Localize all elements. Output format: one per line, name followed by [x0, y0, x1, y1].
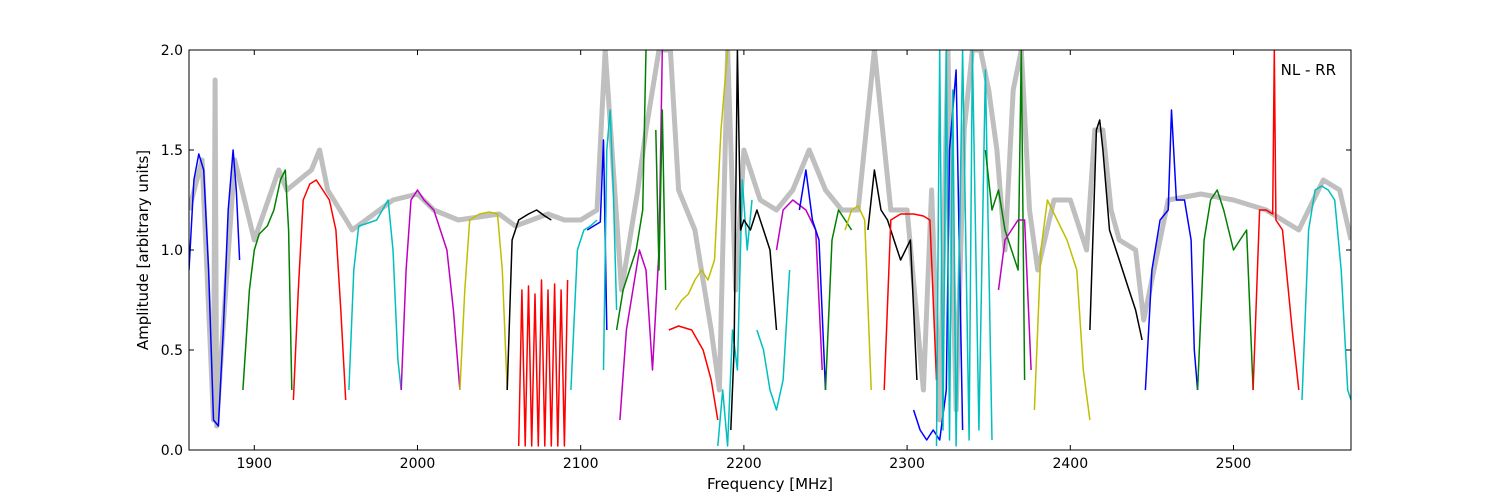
series-line-20 — [775, 199, 823, 371]
series-line-35 — [1301, 185, 1351, 401]
series-line-31 — [1089, 119, 1143, 341]
series-line-5 — [400, 189, 461, 391]
series-line-1 — [189, 149, 241, 427]
x-tick-label: 2300 — [889, 456, 925, 472]
y-tick-label: 1.0 — [161, 243, 183, 259]
background-series-line — [189, 50, 1351, 429]
series-line-10 — [586, 139, 608, 331]
series-line-27 — [935, 50, 993, 447]
x-tick-label: 2200 — [726, 456, 762, 472]
series-line-4 — [348, 199, 402, 391]
y-tick-label: 1.5 — [161, 143, 183, 159]
series-line-25 — [883, 213, 938, 391]
x-tick-label: 2100 — [563, 456, 599, 472]
y-tick-label: 0.0 — [161, 443, 183, 459]
series-line-28 — [984, 50, 1026, 381]
x-tick-label: 2500 — [1216, 456, 1252, 472]
x-tick-label: 1900 — [236, 456, 272, 472]
series-line-33 — [1196, 189, 1254, 391]
series-line-12 — [615, 50, 647, 331]
series-line-3 — [292, 179, 347, 401]
y-tick-label: 2.0 — [161, 43, 183, 59]
x-tick-label: 2400 — [1052, 456, 1088, 472]
series-line-32 — [1144, 109, 1199, 391]
y-tick-label: 0.5 — [161, 343, 183, 359]
series-line-11 — [602, 109, 618, 371]
x-tick-label: 2000 — [400, 456, 436, 472]
series-line-29 — [997, 219, 1032, 371]
series-line-30 — [1033, 199, 1091, 421]
series-line-7 — [506, 209, 552, 391]
series-line-8 — [517, 279, 569, 447]
series-line-14 — [655, 109, 667, 291]
series-line-2 — [242, 169, 293, 391]
series-line-9 — [570, 219, 598, 391]
series-line-15 — [668, 325, 719, 421]
series-line-23 — [844, 205, 872, 391]
series-line-34 — [1252, 50, 1300, 391]
series-line-13 — [619, 50, 664, 421]
y-axis-title: Amplitude [arbitrary units] — [134, 150, 152, 350]
x-axis-title: Frequency [MHz] — [707, 475, 833, 493]
series-line-18 — [730, 50, 778, 431]
series-line-19 — [756, 269, 791, 411]
series-line-17 — [717, 179, 753, 447]
series-line-26 — [912, 69, 964, 441]
series-line-21 — [798, 169, 827, 391]
chart-annotation: NL - RR — [1281, 61, 1336, 79]
series-line-6 — [459, 211, 508, 391]
series-line-16 — [674, 50, 729, 311]
